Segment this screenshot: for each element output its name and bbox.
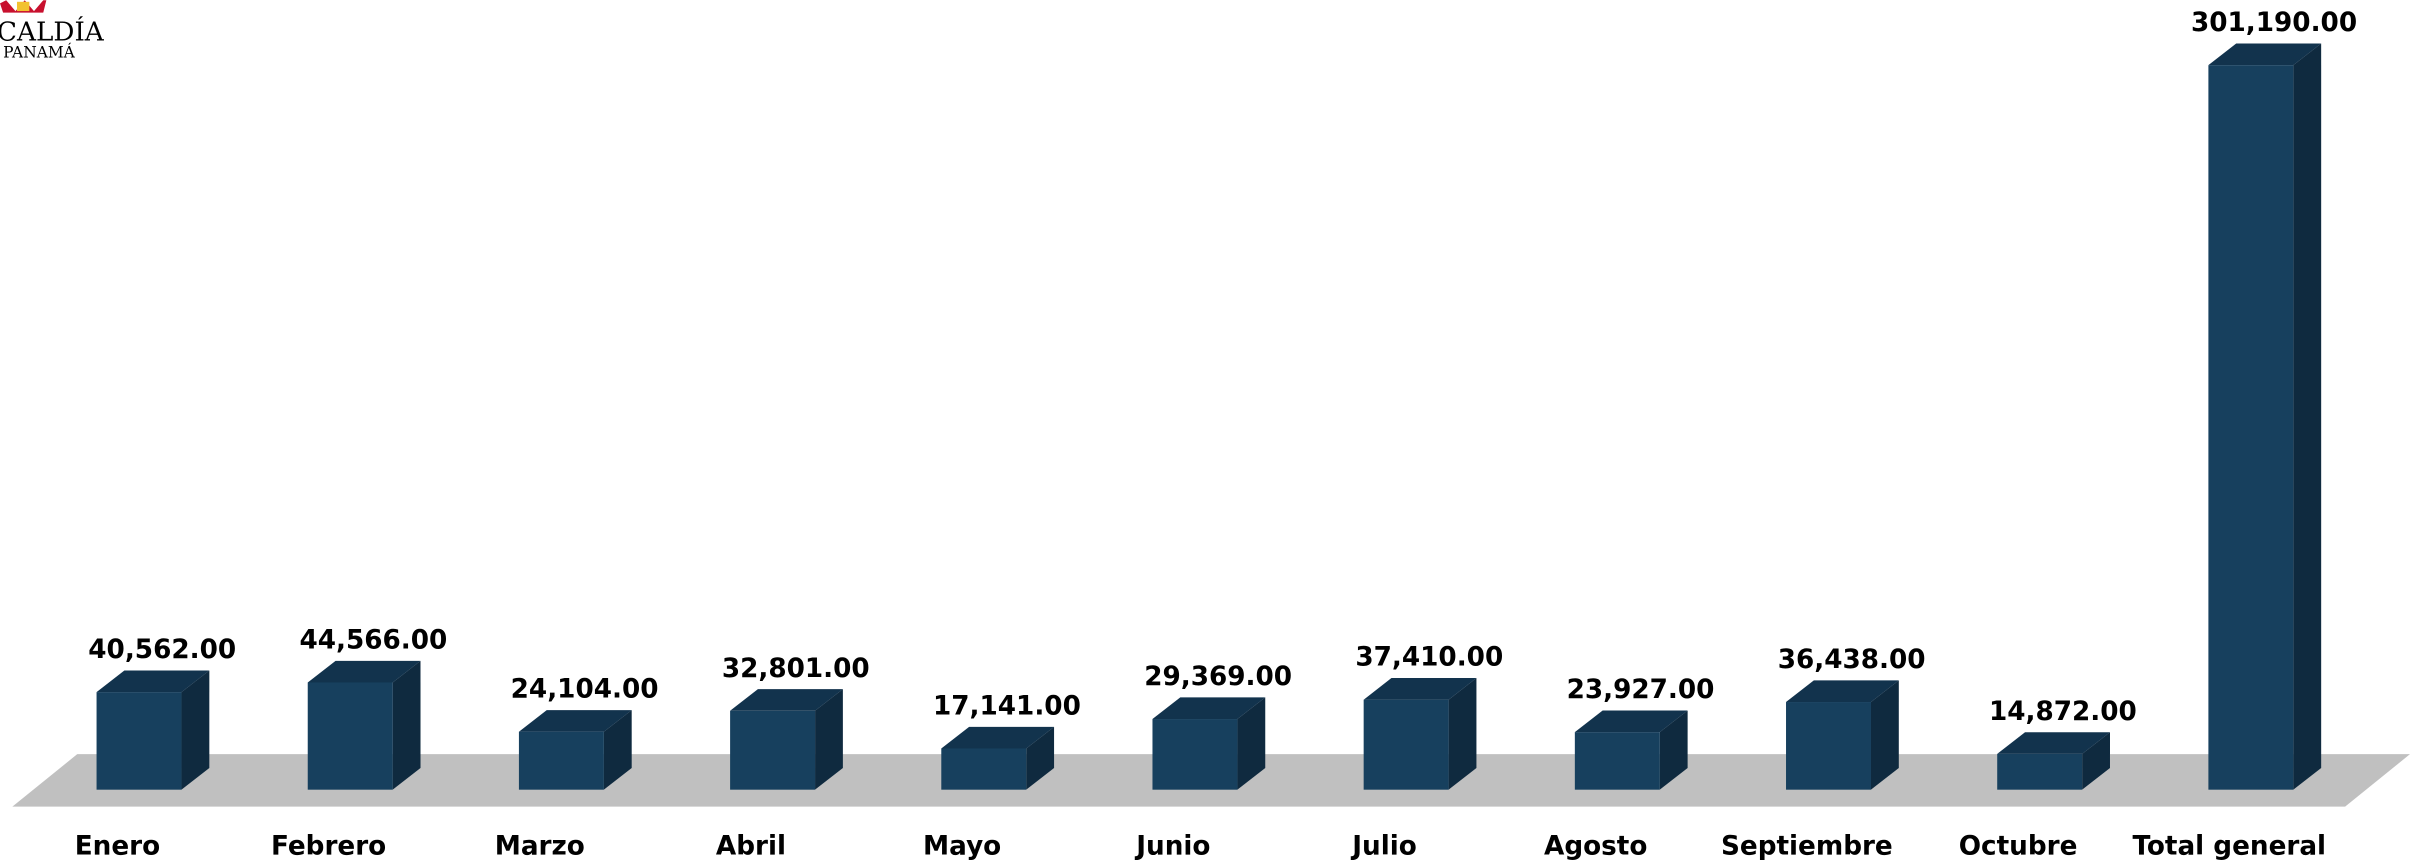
value-label: 32,801.00 — [722, 654, 870, 684]
bar-side — [815, 689, 843, 790]
bar-side — [181, 670, 210, 790]
bar-side — [1026, 726, 1055, 790]
bar — [518, 731, 604, 790]
bar-side — [392, 660, 421, 790]
x-tick-label: Marzo — [495, 832, 585, 861]
value-label: 37,410.00 — [1355, 643, 1503, 673]
logo-shield — [16, 1, 30, 12]
logo-subtext: PANAMÁ — [3, 43, 76, 61]
bar — [96, 692, 182, 790]
bar — [307, 682, 393, 790]
x-tick-label: Enero — [75, 832, 160, 861]
x-tick-label: Octubre — [1959, 832, 2078, 861]
bar — [1152, 719, 1238, 790]
bar — [1997, 753, 2083, 790]
bar-side — [2293, 43, 2322, 790]
value-label: 29,369.00 — [1144, 662, 1292, 692]
bar-top — [1997, 732, 2110, 754]
x-tick-label: Mayo — [923, 832, 1001, 861]
x-tick-label: Septiembre — [1721, 832, 1893, 861]
x-tick-label: Total general — [2132, 832, 2326, 861]
bar — [1786, 702, 1871, 790]
value-label: 36,438.00 — [1778, 645, 1926, 675]
bar-side — [603, 710, 632, 790]
bar-top — [1363, 678, 1477, 700]
bar-top — [730, 689, 843, 711]
bar-side — [1659, 710, 1688, 790]
bar-top — [1574, 710, 1688, 733]
x-tick-label: Agosto — [1544, 832, 1647, 861]
bar-top — [307, 660, 421, 683]
bar — [1574, 732, 1660, 790]
logo: CALDÍA PANAMÁ — [0, 0, 105, 61]
x-tick-label: Abril — [716, 832, 786, 861]
x-tick-label: Junio — [1134, 832, 1210, 861]
bar — [2208, 65, 2294, 790]
value-label: 23,927.00 — [1567, 675, 1715, 705]
value-label: 24,104.00 — [511, 675, 659, 705]
bar-top — [96, 670, 210, 693]
bar-side — [1237, 697, 1266, 790]
value-label: 40,562.00 — [88, 635, 236, 665]
bar-top — [1152, 697, 1266, 720]
bar — [941, 748, 1027, 790]
x-tick-label: Febrero — [271, 832, 386, 861]
value-label: 301,190.00 — [2191, 8, 2357, 38]
bar-top — [2208, 43, 2322, 66]
bar-side — [2082, 732, 2110, 790]
bar-top — [1786, 680, 1899, 703]
value-label: 44,566.00 — [299, 625, 447, 655]
logo-text: CALDÍA — [0, 15, 105, 47]
value-label: 17,141.00 — [933, 691, 1081, 721]
x-tick-label: Julio — [1350, 832, 1416, 861]
bar-top — [941, 726, 1055, 749]
bar-side — [1870, 680, 1899, 790]
bar-top — [518, 710, 632, 732]
value-label: 14,872.00 — [1989, 697, 2137, 727]
bar — [730, 710, 816, 790]
bar — [1363, 699, 1449, 790]
bar-side — [1448, 678, 1477, 790]
